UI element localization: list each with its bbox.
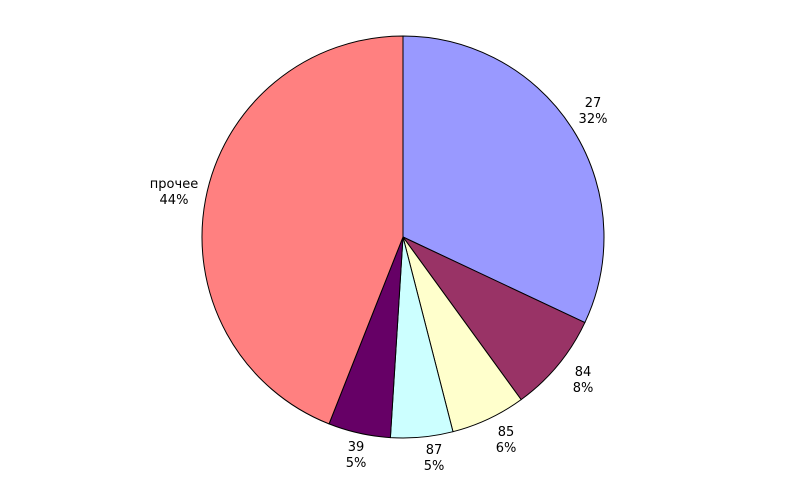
pie-slice-84[interactable]	[402, 236, 586, 401]
pie-slice-прочее[interactable]	[201, 35, 404, 425]
pie-slice-27[interactable]	[402, 35, 605, 324]
